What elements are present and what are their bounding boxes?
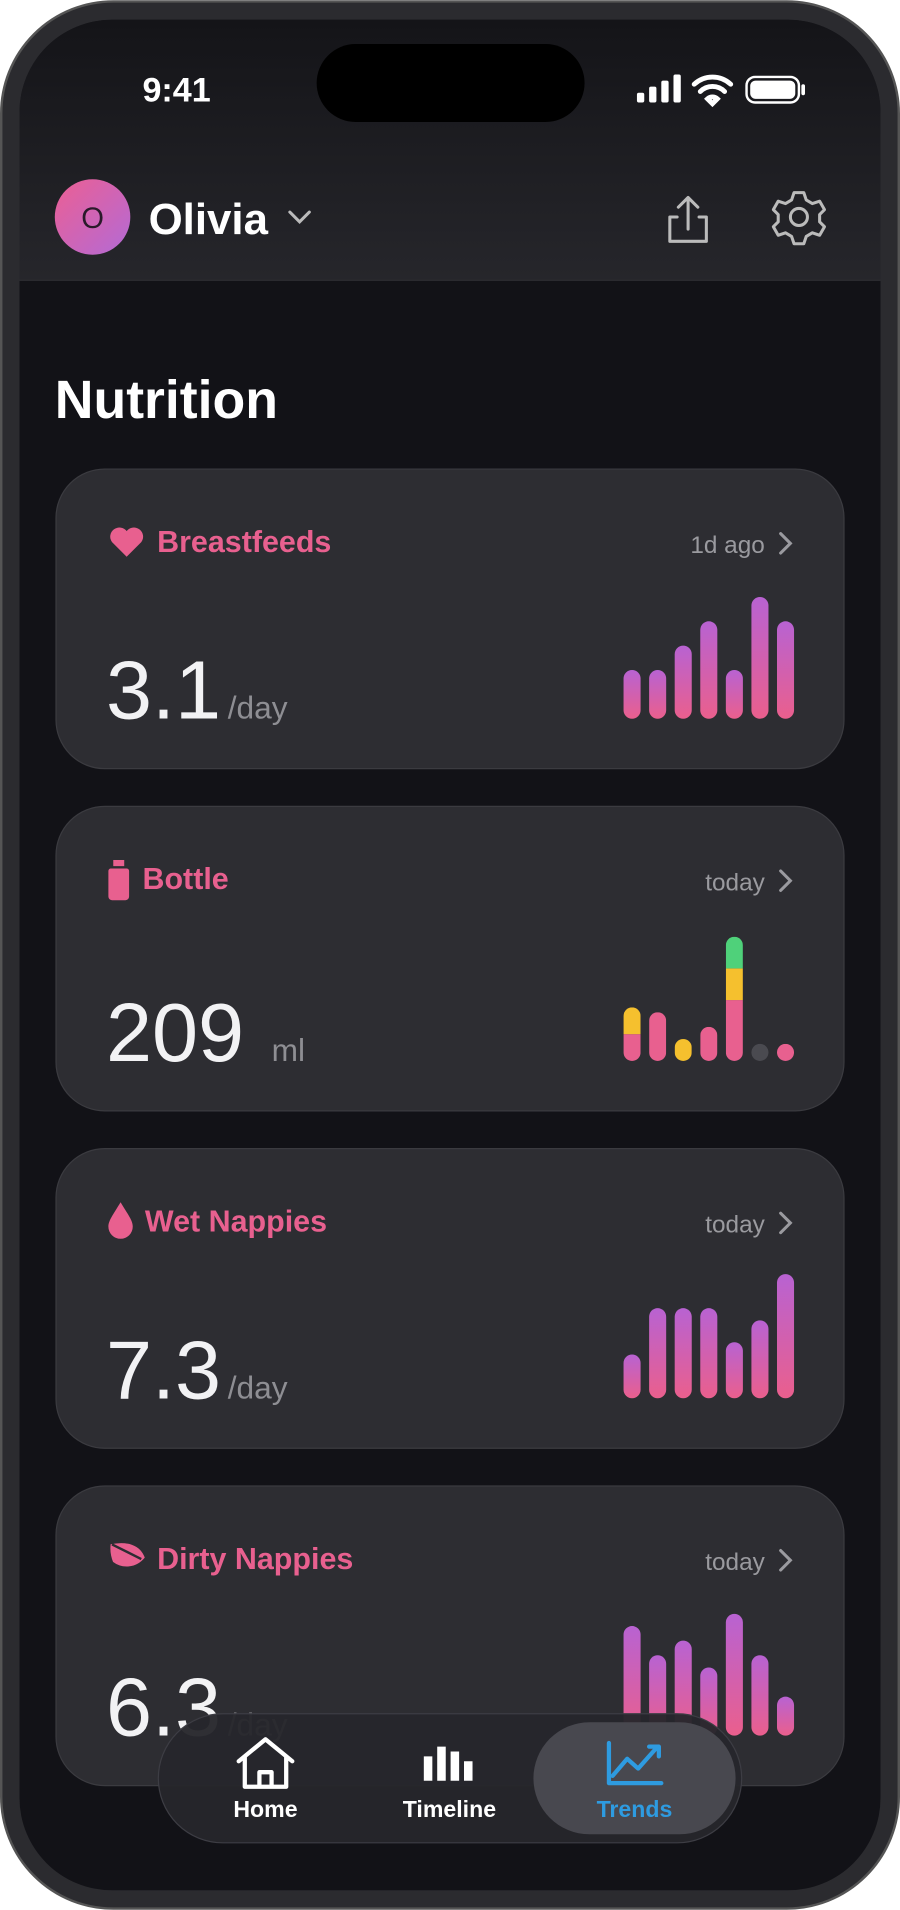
trend-bar xyxy=(776,1696,795,1736)
card-value: 209 xyxy=(106,986,244,1079)
card-bg[interactable] xyxy=(55,805,845,1112)
card-chevron xyxy=(779,869,793,892)
screen-content: 9:41 O Olivia Nutrition Breastfeeds 1d ag… xyxy=(19,19,881,1891)
card-title: Dirty Nappies xyxy=(157,1542,353,1576)
trend-bar xyxy=(725,670,743,719)
card-icon xyxy=(108,1202,133,1239)
card-unit: /day xyxy=(228,690,288,726)
battery-icon xyxy=(745,75,801,104)
trend-bar xyxy=(725,1613,743,1736)
card-updated: 1d ago xyxy=(690,532,764,559)
bottom-nav: Home Timeline Trends xyxy=(157,1713,743,1844)
card-title: Breastfeeds xyxy=(157,525,331,559)
stacked-segment xyxy=(623,1034,641,1061)
status-time: 9:41 xyxy=(142,71,210,109)
trend-bar xyxy=(649,670,667,719)
nav-icon[interactable] xyxy=(606,1740,664,1786)
card-bg[interactable] xyxy=(55,1148,845,1449)
trend-bar xyxy=(776,621,795,719)
nav-icon[interactable] xyxy=(236,1737,295,1789)
trend-bar xyxy=(725,1342,743,1399)
card-icon xyxy=(108,860,130,901)
nav-icon[interactable] xyxy=(421,1746,477,1786)
empty-bar-dot xyxy=(751,1043,769,1061)
signal-icon xyxy=(636,74,681,103)
trend-bar xyxy=(751,1655,769,1736)
card-chevron xyxy=(779,532,793,555)
stacked-segment xyxy=(700,1026,718,1061)
nav-label[interactable]: Home xyxy=(233,1796,297,1822)
card-value: 7.3 xyxy=(106,1323,221,1416)
stacked-segment xyxy=(623,1007,641,1035)
card-icon xyxy=(107,1540,148,1569)
stacked-segment xyxy=(674,1039,692,1061)
trend-bar xyxy=(700,1308,718,1399)
profile-chevron[interactable] xyxy=(288,210,311,224)
card-updated: today xyxy=(705,869,765,896)
card[interactable]: Bottle today 209 ml xyxy=(55,805,845,1112)
card-bg[interactable] xyxy=(55,468,845,770)
trend-bar xyxy=(623,1354,641,1399)
battery-level xyxy=(750,80,796,99)
nav-active-bg xyxy=(533,1722,736,1835)
avatar-initial: O xyxy=(81,203,104,235)
card-icon xyxy=(110,527,144,557)
trend-bar xyxy=(776,1274,795,1399)
card-updated: today xyxy=(705,1549,765,1576)
card[interactable]: Wet Nappies today 7.3/day xyxy=(55,1148,845,1449)
trend-bar xyxy=(649,1308,667,1399)
stacked-segment xyxy=(725,936,743,969)
trend-bar xyxy=(623,670,641,719)
trend-bar xyxy=(751,1320,769,1399)
stacked-segment xyxy=(776,1043,795,1061)
card-title: Bottle xyxy=(142,862,228,896)
card-unit: ml xyxy=(272,1032,305,1068)
card-updated: today xyxy=(705,1212,765,1239)
stacked-segment xyxy=(649,1012,667,1061)
trend-bar xyxy=(700,1667,718,1736)
trend-bar xyxy=(674,1308,692,1399)
settings-button[interactable] xyxy=(771,191,827,246)
avatar[interactable] xyxy=(54,179,131,255)
trend-bar xyxy=(700,621,718,719)
section-title: Nutrition xyxy=(55,370,278,430)
card-unit: /day xyxy=(228,1369,288,1405)
card-value: 3.1 xyxy=(106,644,221,737)
nav-label[interactable]: Timeline xyxy=(403,1796,497,1822)
wifi-icon xyxy=(691,74,734,108)
card[interactable]: Breastfeeds 1d ago 3.1/day xyxy=(55,468,845,770)
dynamic-island xyxy=(316,44,585,122)
profile-name[interactable]: Olivia xyxy=(149,195,269,244)
trend-bar xyxy=(674,1640,692,1736)
trend-bar xyxy=(751,596,769,719)
trend-bar xyxy=(674,645,692,719)
stacked-segment xyxy=(725,968,743,1001)
stacked-segment xyxy=(725,1000,743,1061)
trend-bar xyxy=(623,1626,641,1736)
share-button[interactable] xyxy=(668,195,708,243)
card-chevron xyxy=(779,1549,793,1572)
battery-tip xyxy=(801,84,806,96)
card-chevron xyxy=(779,1211,793,1235)
card-title: Wet Nappies xyxy=(145,1204,327,1238)
nav-label[interactable]: Trends xyxy=(597,1796,673,1822)
